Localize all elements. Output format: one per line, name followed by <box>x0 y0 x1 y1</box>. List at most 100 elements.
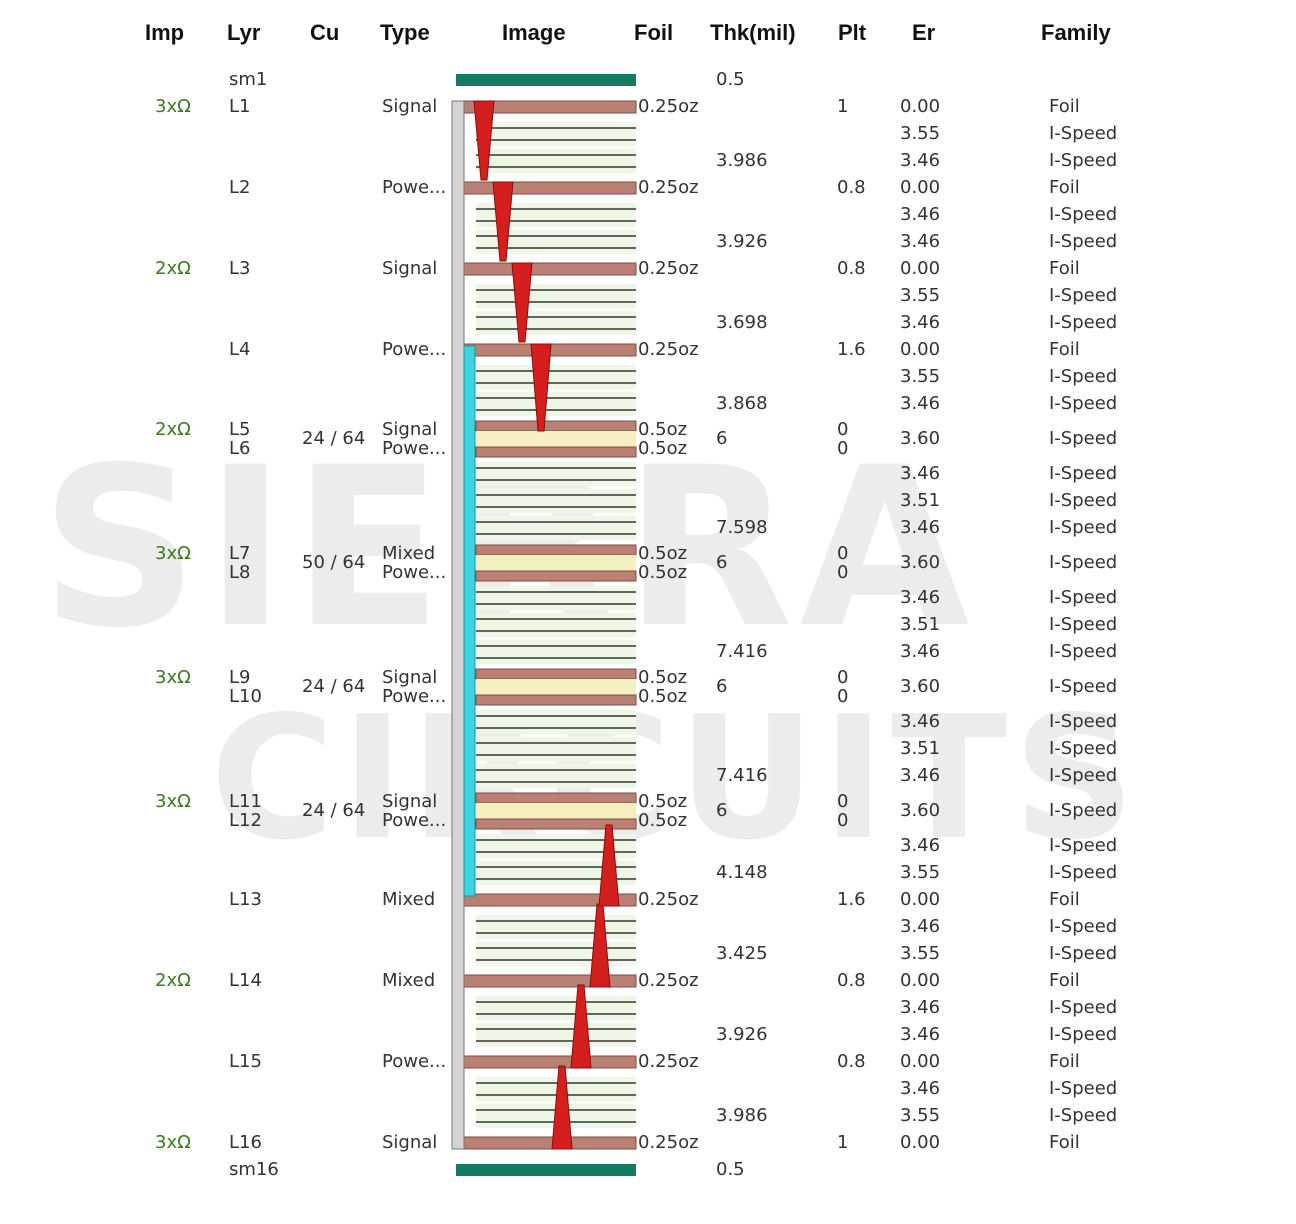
dielectric-layer <box>476 764 636 788</box>
layer-type: Signal <box>382 419 438 440</box>
microvia-bottom <box>570 984 592 1069</box>
layer-type: Powe... <box>382 810 447 831</box>
microvia-bottom <box>551 1065 573 1150</box>
dielectric-constant: 0.00 <box>900 889 941 910</box>
layer-name: L1 <box>229 96 251 117</box>
copper-usage: 24 / 64 <box>302 800 366 821</box>
material-family: I-Speed <box>1049 943 1118 964</box>
material-family: I-Speed <box>1049 285 1118 306</box>
thickness-value: 7.416 <box>716 641 768 662</box>
layer-type: Powe... <box>382 438 447 459</box>
core-copper-bottom <box>475 570 637 582</box>
header-cu: Cu <box>310 20 340 45</box>
through-via <box>451 100 465 1150</box>
material-family: I-Speed <box>1049 1078 1118 1099</box>
dielectric-constant: 3.46 <box>900 916 941 937</box>
material-family: I-Speed <box>1049 614 1118 635</box>
foil-weight: 0.5oz <box>638 791 688 812</box>
plating-value: 1 <box>837 96 849 117</box>
material-family: I-Speed <box>1049 711 1118 732</box>
buried-via <box>463 345 476 897</box>
foil-weight: 0.5oz <box>638 686 688 707</box>
layer-name: L8 <box>229 562 251 583</box>
layer-type: Powe... <box>382 1051 447 1072</box>
plating-value: 0 <box>837 543 849 564</box>
thickness-value: 6 <box>716 800 728 821</box>
dielectric-layer <box>476 462 636 486</box>
material-family: I-Speed <box>1049 916 1118 937</box>
dielectric-constant: 3.51 <box>900 490 941 511</box>
foil-weight: 0.5oz <box>638 562 688 583</box>
thickness-value: 3.868 <box>716 393 768 414</box>
header-thk: Thk(mil) <box>710 20 796 45</box>
core-copper-top <box>475 420 637 432</box>
layer-type: Powe... <box>382 177 447 198</box>
core-laminate <box>476 431 636 447</box>
dielectric-constant: 0.00 <box>900 1051 941 1072</box>
material-family: I-Speed <box>1049 231 1118 252</box>
material-family: I-Speed <box>1049 393 1118 414</box>
dielectric-layer <box>476 1023 636 1047</box>
header-type: Type <box>380 20 430 45</box>
dielectric-constant: 3.46 <box>900 997 941 1018</box>
dielectric-layer <box>476 915 636 939</box>
foil-weight: 0.25oz <box>638 258 699 279</box>
material-family: I-Speed <box>1049 997 1118 1018</box>
microvia-top <box>511 262 533 343</box>
layer-type: Signal <box>382 258 438 279</box>
material-family: I-Speed <box>1049 765 1118 786</box>
dielectric-constant: 3.55 <box>900 123 941 144</box>
core-laminate <box>476 555 636 571</box>
dielectric-constant: 0.00 <box>900 96 941 117</box>
thickness-value: 3.698 <box>716 312 768 333</box>
material-family: I-Speed <box>1049 552 1118 573</box>
foil-weight: 0.25oz <box>638 1132 699 1153</box>
material-family: I-Speed <box>1049 1105 1118 1126</box>
material-family: I-Speed <box>1049 517 1118 538</box>
watermark-line2: CIRCUITS <box>210 680 1142 878</box>
header-family: Family <box>1041 20 1111 45</box>
header-er: Er <box>912 20 936 45</box>
layer-type: Signal <box>382 96 438 117</box>
layer-type: Mixed <box>382 889 436 910</box>
thickness-value: 3.926 <box>716 1024 768 1045</box>
foil-weight: 0.25oz <box>638 96 699 117</box>
foil-weight: 0.5oz <box>638 810 688 831</box>
core-copper-top <box>475 544 637 556</box>
foil-weight: 0.5oz <box>638 667 688 688</box>
dielectric-constant: 3.55 <box>900 366 941 387</box>
thickness-value: 4.148 <box>716 862 768 883</box>
thickness-value: 7.416 <box>716 765 768 786</box>
header-lyr: Lyr <box>227 20 261 45</box>
header-foil: Foil <box>634 20 674 45</box>
dielectric-constant: 3.46 <box>900 231 941 252</box>
dielectric-layer <box>476 737 636 761</box>
dielectric-constant: 3.51 <box>900 614 941 635</box>
foil-weight: 0.25oz <box>638 177 699 198</box>
impedance-value: 3xΩ <box>155 667 191 688</box>
dielectric-layer <box>476 710 636 734</box>
thickness-value: 3.986 <box>716 1105 768 1126</box>
material-family: Foil <box>1049 177 1080 198</box>
plating-value: 0 <box>837 791 849 812</box>
plating-value: 0 <box>837 438 849 459</box>
material-family: I-Speed <box>1049 641 1118 662</box>
plating-value: 0 <box>837 419 849 440</box>
material-family: Foil <box>1049 970 1080 991</box>
foil-weight: 0.25oz <box>638 339 699 360</box>
foil-weight: 0.5oz <box>638 543 688 564</box>
plating-value: 0 <box>837 667 849 688</box>
material-family: I-Speed <box>1049 862 1118 883</box>
header-imp: Imp <box>145 20 185 45</box>
layer-name: L6 <box>229 438 251 459</box>
core-copper-bottom <box>475 818 637 830</box>
dielectric-constant: 3.46 <box>900 711 941 732</box>
material-family: I-Speed <box>1049 366 1118 387</box>
material-family: I-Speed <box>1049 738 1118 759</box>
layer-name: L4 <box>229 339 251 360</box>
layer-name: L5 <box>229 419 251 440</box>
material-family: Foil <box>1049 339 1080 360</box>
core-laminate <box>476 679 636 695</box>
material-family: Foil <box>1049 1132 1080 1153</box>
layer-type: Signal <box>382 1132 438 1153</box>
